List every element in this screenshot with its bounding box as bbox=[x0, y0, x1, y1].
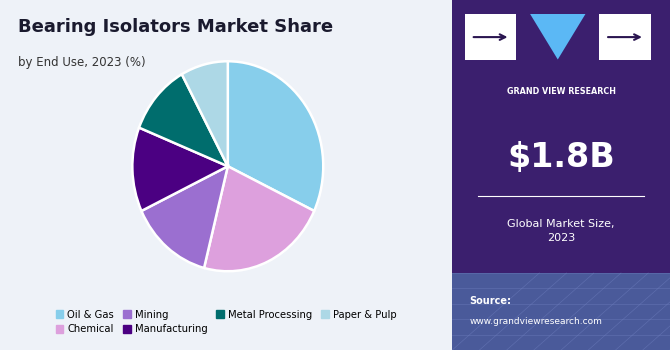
FancyBboxPatch shape bbox=[452, 0, 670, 350]
FancyBboxPatch shape bbox=[599, 14, 651, 60]
Wedge shape bbox=[182, 61, 228, 166]
Polygon shape bbox=[530, 14, 586, 60]
Wedge shape bbox=[141, 166, 228, 268]
Wedge shape bbox=[133, 128, 228, 211]
Text: Source:: Source: bbox=[470, 296, 512, 306]
Text: by End Use, 2023 (%): by End Use, 2023 (%) bbox=[18, 56, 145, 69]
Text: www.grandviewresearch.com: www.grandviewresearch.com bbox=[470, 317, 602, 327]
Wedge shape bbox=[139, 74, 228, 166]
Text: $1.8B: $1.8B bbox=[507, 141, 615, 174]
Text: Bearing Isolators Market Share: Bearing Isolators Market Share bbox=[18, 18, 333, 35]
FancyBboxPatch shape bbox=[465, 14, 517, 60]
Wedge shape bbox=[204, 166, 314, 271]
Text: GRAND VIEW RESEARCH: GRAND VIEW RESEARCH bbox=[507, 86, 616, 96]
FancyBboxPatch shape bbox=[452, 273, 670, 350]
Wedge shape bbox=[228, 61, 323, 211]
Legend: Oil & Gas, Chemical, Mining, Manufacturing, Metal Processing, Paper & Pulp: Oil & Gas, Chemical, Mining, Manufacturi… bbox=[56, 309, 397, 335]
Text: Global Market Size,
2023: Global Market Size, 2023 bbox=[507, 219, 615, 243]
